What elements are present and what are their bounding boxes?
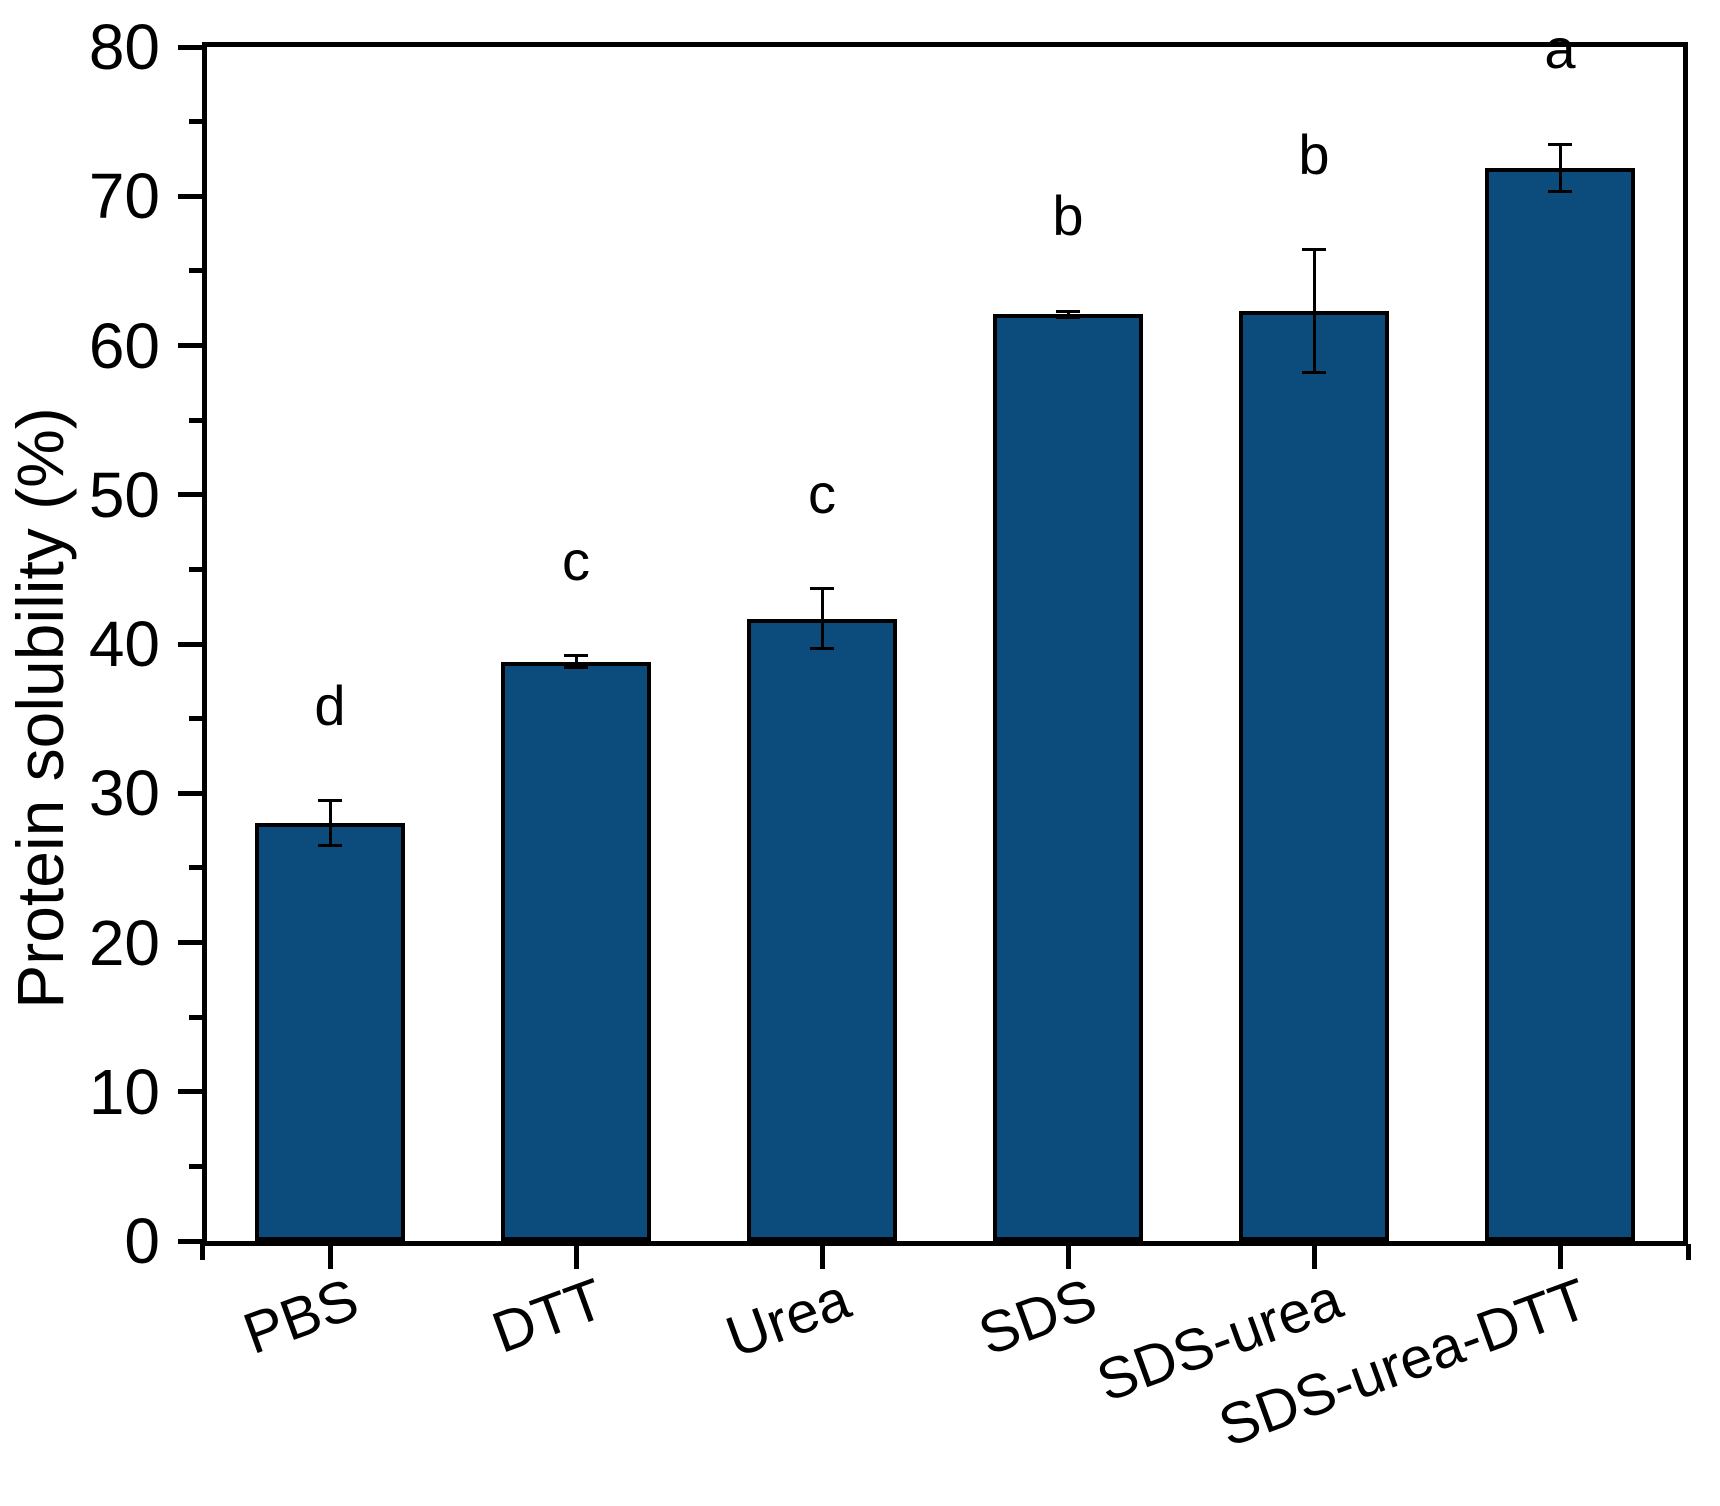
y-tick-label: 30 xyxy=(88,757,160,829)
x-axis-end-tick xyxy=(1686,1244,1691,1260)
x-category-label-urea: Urea xyxy=(718,1266,859,1371)
error-bar-cap-bottom-sds-urea xyxy=(1302,371,1326,374)
error-bar-cap-bottom-sds xyxy=(1056,316,1080,319)
error-bar-line-sds-urea-dtt xyxy=(1559,144,1562,192)
x-category-label-dtt: DTT xyxy=(484,1266,613,1366)
error-bar-cap-bottom-dtt xyxy=(564,666,588,669)
y-tick-label: 0 xyxy=(124,1205,160,1277)
y-tick-label: 40 xyxy=(88,608,160,680)
y-major-tick xyxy=(178,1089,202,1094)
sig-letter-urea: c xyxy=(808,462,836,525)
y-tick-label: 70 xyxy=(88,160,160,232)
y-major-tick xyxy=(178,1239,202,1244)
bar-pbs xyxy=(255,823,405,1241)
x-tick-urea xyxy=(820,1246,825,1269)
y-tick-label: 60 xyxy=(88,310,160,382)
error-bar-line-sds-urea xyxy=(1313,250,1316,372)
y-major-tick xyxy=(178,343,202,348)
error-bar-cap-top-sds xyxy=(1056,310,1080,313)
error-bar-line-dtt xyxy=(575,656,578,668)
y-major-tick xyxy=(178,940,202,945)
y-minor-tick xyxy=(189,418,202,423)
y-minor-tick xyxy=(189,567,202,572)
sig-letter-sds: b xyxy=(1052,184,1084,247)
error-bar-line-urea xyxy=(821,589,824,649)
error-bar-line-pbs xyxy=(329,801,332,846)
error-bar-cap-bottom-urea xyxy=(810,647,834,650)
x-tick-sds-urea-dtt xyxy=(1558,1246,1563,1269)
y-minor-tick xyxy=(189,1015,202,1020)
bar-urea xyxy=(747,619,897,1241)
error-bar-cap-top-sds-urea xyxy=(1302,248,1326,251)
x-category-label-sds: SDS xyxy=(970,1266,1105,1368)
bar-sds xyxy=(993,314,1143,1241)
error-bar-cap-top-pbs xyxy=(318,799,342,802)
y-minor-tick xyxy=(189,268,202,273)
error-bar-cap-top-sds-urea-dtt xyxy=(1548,143,1572,146)
sig-letter-sds-urea: b xyxy=(1298,123,1330,186)
sig-letter-dtt: c xyxy=(562,529,590,592)
y-major-tick xyxy=(178,492,202,497)
y-minor-tick xyxy=(189,1164,202,1169)
error-bar-cap-top-urea xyxy=(810,587,834,590)
y-minor-tick xyxy=(189,716,202,721)
x-category-label-pbs: PBS xyxy=(235,1266,367,1367)
error-bar-cap-top-dtt xyxy=(564,654,588,657)
x-tick-dtt xyxy=(574,1246,579,1269)
error-bar-line-sds xyxy=(1067,311,1070,317)
x-tick-pbs xyxy=(328,1246,333,1269)
x-axis-end-tick xyxy=(200,1244,205,1260)
y-minor-tick xyxy=(189,119,202,124)
y-major-tick xyxy=(178,45,202,50)
x-tick-sds xyxy=(1066,1246,1071,1269)
bar-sds-urea-dtt xyxy=(1485,168,1635,1241)
y-major-tick xyxy=(178,791,202,796)
bar-sds-urea xyxy=(1239,311,1389,1241)
plot-area: d c c b b a xyxy=(202,19,1688,1246)
error-bar-cap-bottom-sds-urea-dtt xyxy=(1548,190,1572,193)
error-bar-cap-bottom-pbs xyxy=(318,844,342,847)
y-tick-label: 20 xyxy=(88,907,160,979)
y-tick-label: 80 xyxy=(88,11,160,83)
y-tick-label: 50 xyxy=(88,459,160,531)
y-minor-tick xyxy=(189,865,202,870)
sig-letter-sds-urea-dtt: a xyxy=(1544,17,1576,80)
y-major-tick xyxy=(178,642,202,647)
x-tick-sds-urea xyxy=(1312,1246,1317,1269)
y-tick-label: 10 xyxy=(88,1056,160,1128)
bar-dtt xyxy=(501,662,651,1241)
sig-letter-pbs: d xyxy=(314,674,346,737)
y-major-tick xyxy=(178,194,202,199)
